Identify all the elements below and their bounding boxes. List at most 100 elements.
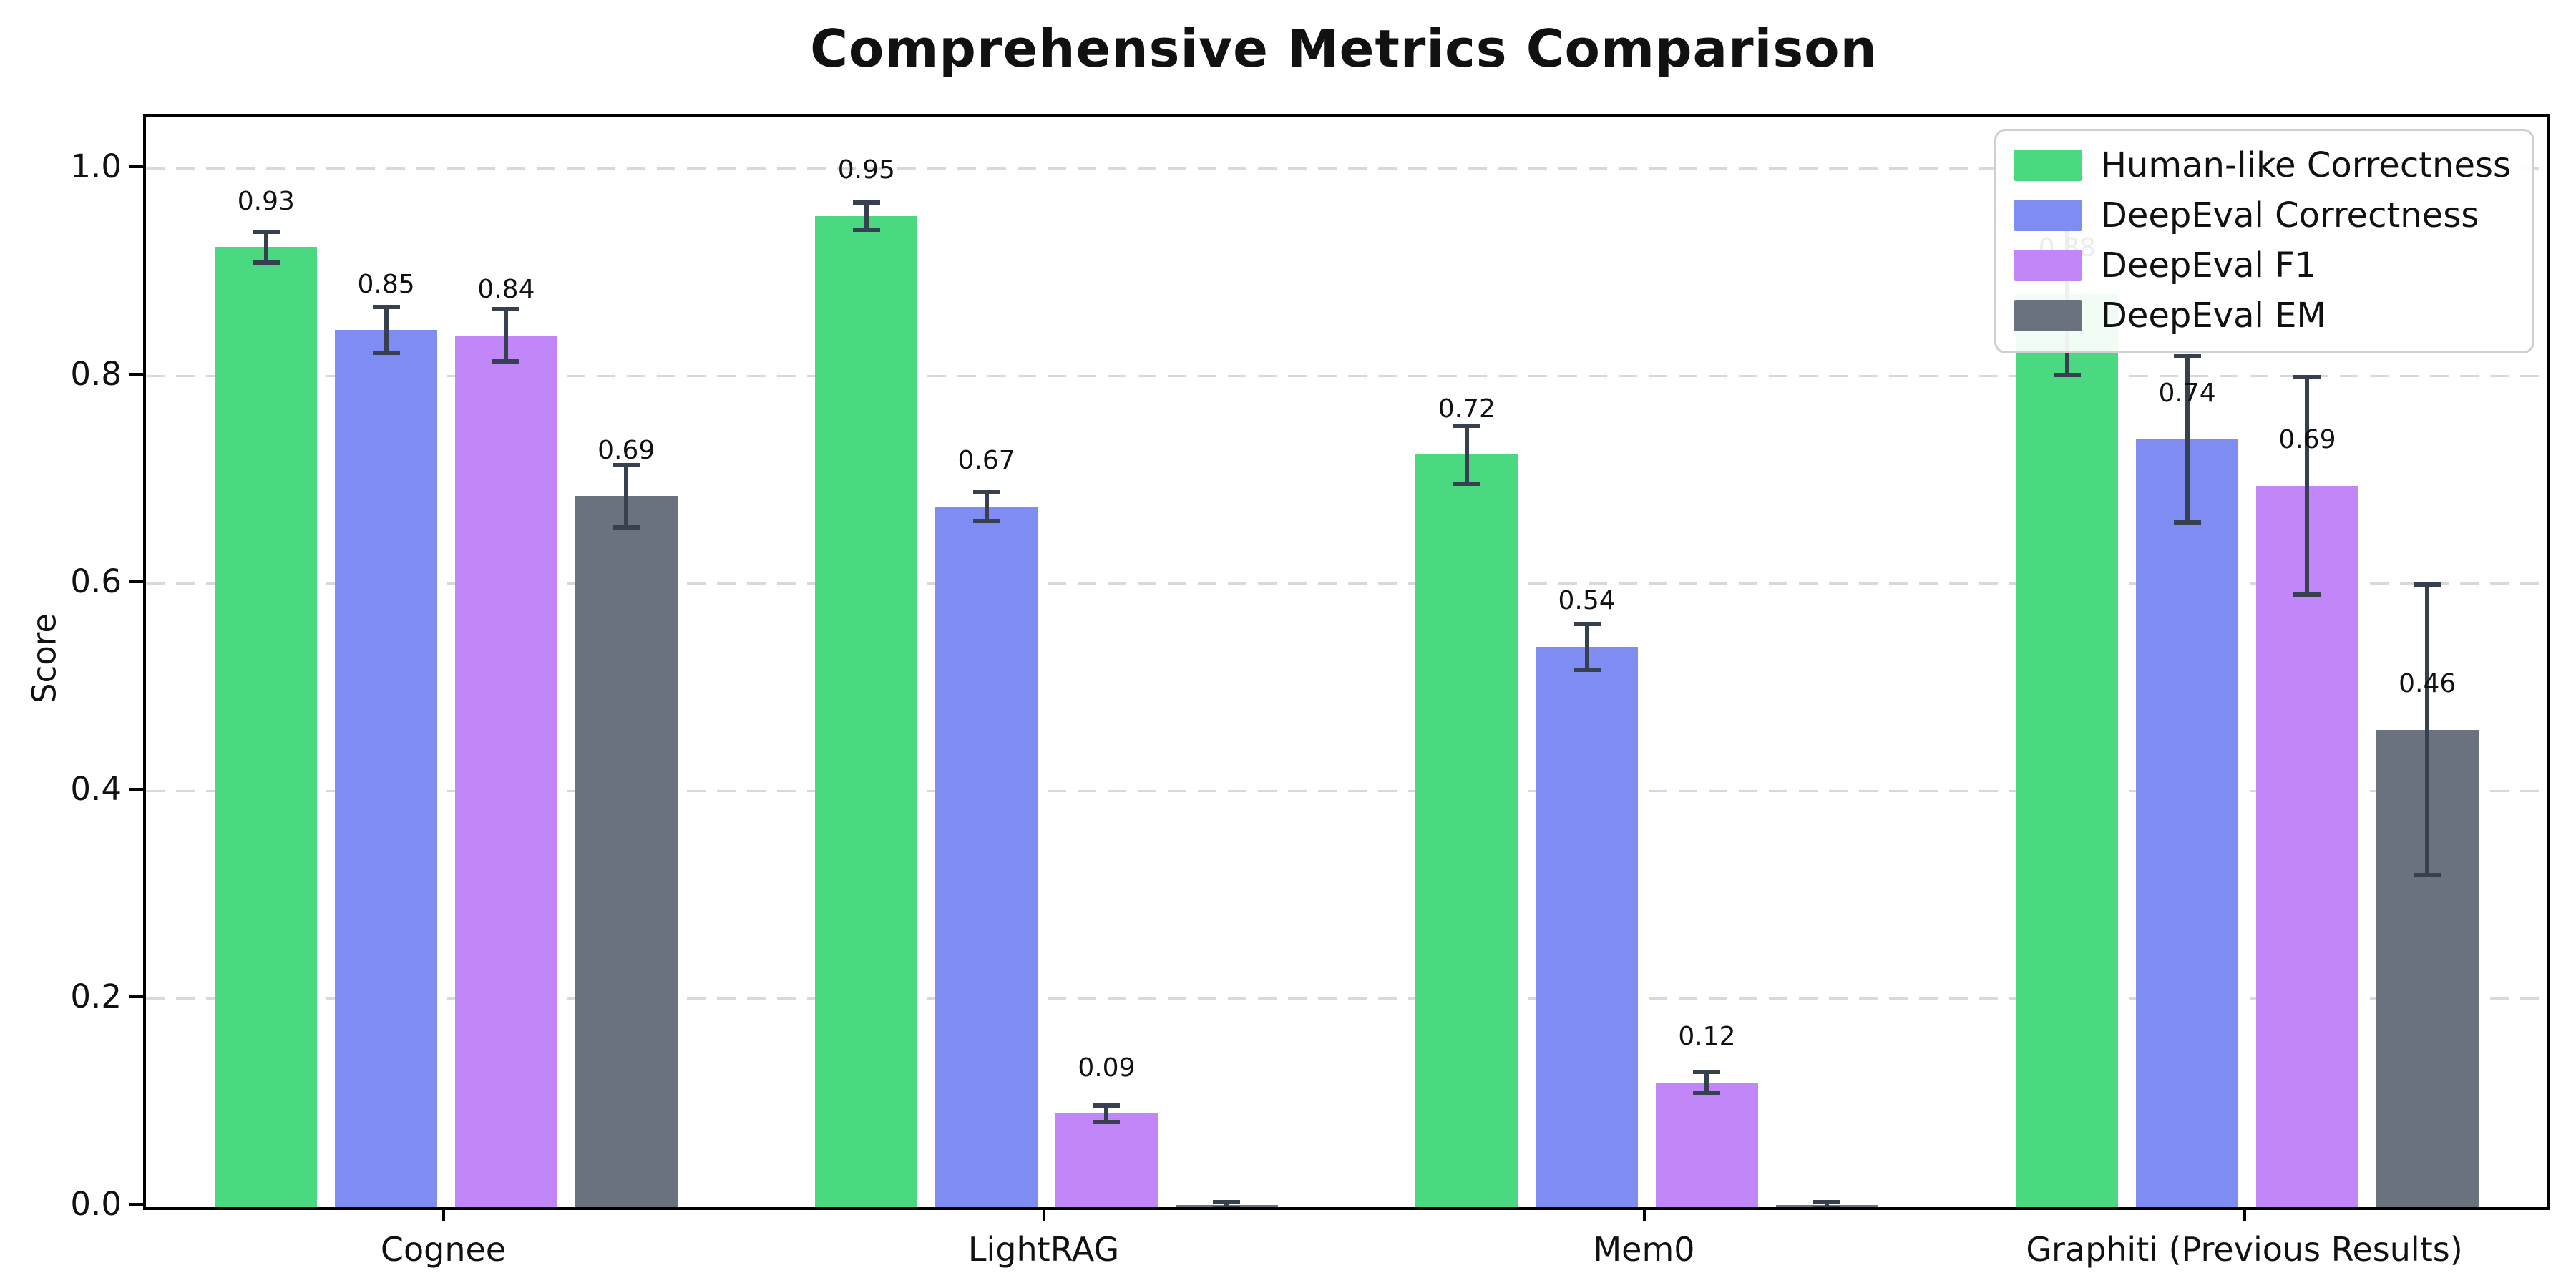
error-bar-cap-high-deepeval-em-cognee xyxy=(613,462,640,467)
bar-group-lightrag: 0.95 0.67 0.09 xyxy=(746,117,1347,1207)
y-tick-label-0.4: 0.4 xyxy=(70,769,122,808)
bar-human-like-correctness-cognee xyxy=(215,247,318,1207)
error-bar-cap-low-deepeval-em-lightrag xyxy=(1213,1206,1241,1207)
error-bar-cap-low-deepeval-f1-cognee xyxy=(492,358,520,364)
bar-value-label-deepeval-em-cognee: 0.69 xyxy=(597,435,655,465)
gridline-0.4 xyxy=(146,789,2547,792)
y-tick-label-0.8: 0.8 xyxy=(70,354,122,393)
error-bar-deepeval-correctness-mem0 xyxy=(1584,623,1589,670)
y-tick-mark xyxy=(129,1203,143,1206)
error-bar-deepeval-correctness-lightrag xyxy=(984,492,989,522)
error-bar-deepeval-em-lightrag xyxy=(1224,1201,1229,1207)
error-bar-cap-low-deepeval-em-cognee xyxy=(613,525,640,530)
error-bar-human-like-correctness-mem0 xyxy=(1464,425,1469,484)
error-bar-cap-high-deepeval-f1-cognee xyxy=(492,307,520,312)
x-tick-label-mem0: Mem0 xyxy=(1593,1230,1695,1269)
error-bar-cap-high-deepeval-f1-lightrag xyxy=(1093,1103,1121,1108)
x-tick-mark xyxy=(1642,1207,1646,1221)
error-bar-cap-low-deepeval-correctness-cognee xyxy=(372,351,400,356)
bar-value-label-deepeval-f1-mem0: 0.12 xyxy=(1678,1022,1736,1052)
x-tick-label-cognee: Cognee xyxy=(380,1230,507,1269)
bar-deepeval-f1-cognee xyxy=(455,335,557,1207)
y-tick-mark xyxy=(129,372,143,376)
bar-group-cognee: 0.93 0.85 0.84 0.69 xyxy=(146,117,746,1207)
error-bar-cap-low-human-like-correctness-mem0 xyxy=(1453,482,1480,487)
error-bar-cap-high-human-like-correctness-cognee xyxy=(252,229,280,234)
error-bar-cap-high-deepeval-correctness-cognee xyxy=(372,305,400,310)
error-bar-cap-low-deepeval-em-graphiti-previous-results xyxy=(2414,872,2441,877)
y-tick-label-1.0: 1.0 xyxy=(70,147,122,185)
y-tick-label-0.2: 0.2 xyxy=(70,977,122,1015)
legend-swatch-deepeval-em xyxy=(2013,300,2082,331)
y-axis-label: Score xyxy=(25,613,64,704)
bar-value-label-deepeval-correctness-graphiti-previous-results: 0.74 xyxy=(2158,379,2216,409)
x-tick-label-graphiti-previous-results: Graphiti (Previous Results) xyxy=(2026,1230,2463,1269)
x-tick-label-lightrag: LightRAG xyxy=(967,1230,1120,1269)
chart-title: Comprehensive Metrics Comparison xyxy=(810,19,1878,79)
x-tick-mark xyxy=(2243,1207,2246,1221)
error-bar-deepeval-correctness-cognee xyxy=(384,307,389,353)
bar-deepeval-correctness-graphiti-previous-results xyxy=(2136,439,2238,1207)
y-tick-label-0.0: 0.0 xyxy=(70,1185,122,1223)
error-bar-human-like-correctness-lightrag xyxy=(864,202,869,230)
error-bar-cap-high-human-like-correctness-mem0 xyxy=(1453,423,1480,428)
x-tick-mark xyxy=(441,1207,445,1221)
bar-group-mem0: 0.72 0.54 0.12 xyxy=(1347,117,1947,1207)
bar-value-label-deepeval-f1-cognee: 0.84 xyxy=(477,275,535,305)
bar-deepeval-correctness-cognee xyxy=(335,330,437,1207)
bar-human-like-correctness-graphiti-previous-results xyxy=(2016,293,2119,1207)
bar-deepeval-f1-mem0 xyxy=(1656,1082,1758,1207)
legend-item-deepeval-f1: DeepEval F1 xyxy=(2013,245,2511,286)
error-bar-cap-high-deepeval-em-graphiti-previous-results xyxy=(2414,582,2441,587)
bar-group-graphiti-previous-results: 0.880.740.690.46 xyxy=(1947,117,2547,1207)
legend-swatch-deepeval-correctness xyxy=(2013,200,2082,231)
bar-value-label-deepeval-correctness-lightrag: 0.67 xyxy=(957,446,1015,476)
bar-deepeval-f1-graphiti-previous-results xyxy=(2256,485,2358,1207)
error-bar-cap-high-deepeval-correctness-graphiti-previous-results xyxy=(2173,353,2201,358)
bar-deepeval-f1-lightrag xyxy=(1055,1113,1158,1207)
x-tick-mark xyxy=(1042,1207,1045,1221)
error-bar-cap-low-deepeval-f1-mem0 xyxy=(1693,1091,1721,1096)
bar-value-label-deepeval-f1-lightrag: 0.09 xyxy=(1078,1053,1136,1083)
y-tick-mark xyxy=(129,165,143,168)
error-bar-deepeval-em-graphiti-previous-results xyxy=(2425,584,2430,875)
y-tick-label-0.6: 0.6 xyxy=(70,562,122,600)
error-bar-deepeval-f1-mem0 xyxy=(1704,1072,1709,1093)
bar-deepeval-correctness-mem0 xyxy=(1536,646,1638,1207)
bar-deepeval-correctness-lightrag xyxy=(935,506,1038,1207)
bar-deepeval-em-cognee xyxy=(575,496,678,1207)
y-tick-mark xyxy=(129,995,143,998)
error-bar-deepeval-f1-graphiti-previous-results xyxy=(2305,376,2310,595)
legend-label-deepeval-em: DeepEval EM xyxy=(2100,296,2326,336)
error-bar-cap-high-deepeval-correctness-mem0 xyxy=(1573,621,1601,626)
legend-item-deepeval-em: DeepEval EM xyxy=(2013,296,2511,336)
error-bar-cap-high-deepeval-em-mem0 xyxy=(1813,1199,1841,1204)
legend-swatch-human-like-correctness xyxy=(2013,150,2082,181)
error-bar-cap-low-deepeval-correctness-lightrag xyxy=(972,519,1000,524)
gridline-1 xyxy=(146,167,2547,170)
bar-value-label-deepeval-correctness-mem0: 0.54 xyxy=(1558,586,1616,616)
plot-area: 0.93 0.85 0.84 0.69 0.95 0.67 0.09 0.72 0.54 0.12… xyxy=(143,114,2550,1210)
bar-value-label-deepeval-f1-graphiti-previous-results: 0.69 xyxy=(2278,425,2336,455)
legend-item-human-like-correctness: Human-like Correctness xyxy=(2013,145,2511,185)
legend-label-human-like-correctness: Human-like Correctness xyxy=(2100,145,2511,185)
bar-value-label-human-like-correctness-lightrag: 0.95 xyxy=(837,155,895,185)
error-bar-cap-low-deepeval-f1-lightrag xyxy=(1093,1120,1121,1125)
y-tick-mark xyxy=(129,787,143,791)
bar-human-like-correctness-mem0 xyxy=(1415,454,1518,1207)
error-bar-deepeval-em-mem0 xyxy=(1825,1201,1830,1207)
bar-value-label-deepeval-correctness-cognee: 0.85 xyxy=(357,269,415,299)
legend-label-deepeval-correctness: DeepEval Correctness xyxy=(2100,195,2479,235)
error-bar-cap-low-human-like-correctness-cognee xyxy=(252,260,280,265)
legend-swatch-deepeval-f1 xyxy=(2013,250,2082,281)
error-bar-human-like-correctness-cognee xyxy=(263,231,268,263)
bar-value-label-human-like-correctness-cognee: 0.93 xyxy=(237,186,295,216)
legend-label-deepeval-f1: DeepEval F1 xyxy=(2100,245,2317,286)
legend-item-deepeval-correctness: DeepEval Correctness xyxy=(2013,195,2511,235)
error-bar-cap-high-deepeval-em-lightrag xyxy=(1213,1199,1241,1204)
bar-value-label-human-like-correctness-mem0: 0.72 xyxy=(1438,394,1496,424)
gridline-0.2 xyxy=(146,997,2547,1000)
error-bar-cap-low-deepeval-correctness-mem0 xyxy=(1573,667,1601,672)
error-bar-cap-high-human-like-correctness-lightrag xyxy=(852,200,880,205)
